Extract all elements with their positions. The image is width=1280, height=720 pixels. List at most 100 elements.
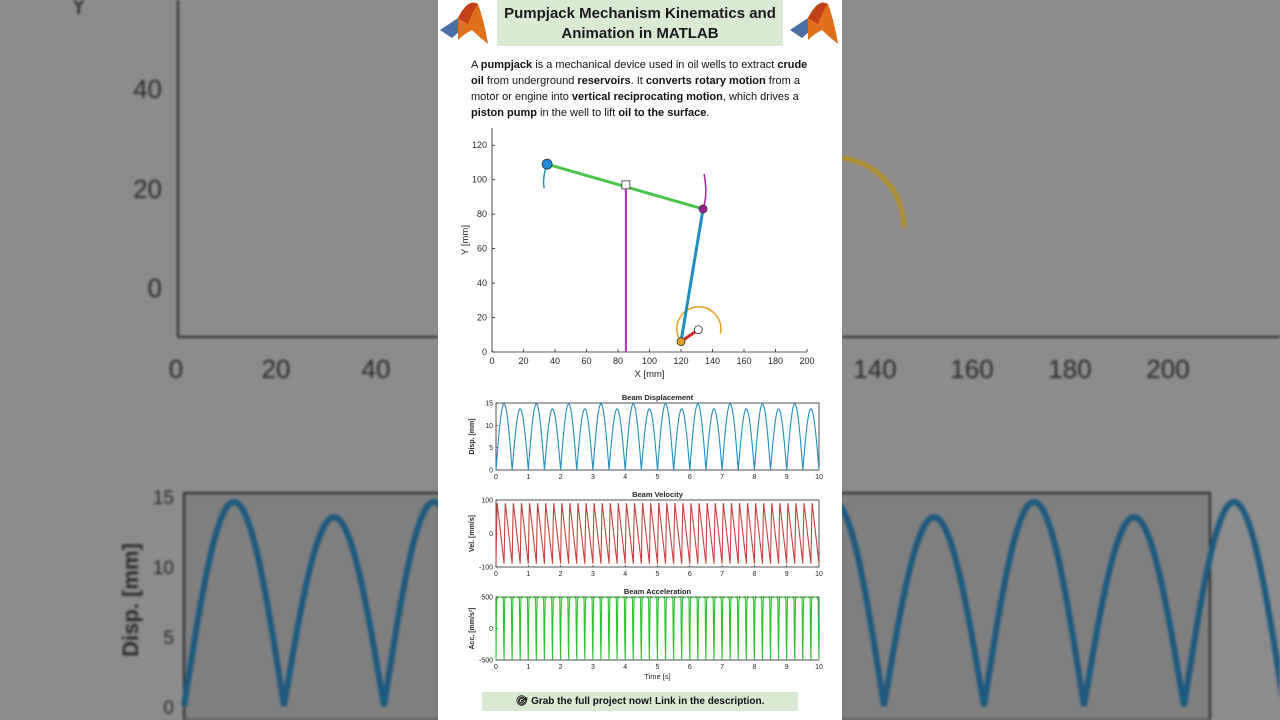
chart-x-tick-label: 1 — [526, 664, 530, 671]
chart-y-tick-label: 10 — [485, 423, 493, 430]
mech-y-tick-label: 120 — [472, 140, 487, 150]
backdrop-disp-tick-label: 10 — [153, 558, 174, 579]
intro-text: in the well to lift — [537, 107, 619, 119]
mech-x-label: X [mm] — [634, 369, 664, 380]
intro-keyword: oil to the surface — [618, 107, 707, 119]
chart-y-tick-label: 0 — [489, 626, 493, 633]
chart-title: Beam Acceleration — [624, 587, 692, 596]
backdrop-disp-tick-label: 5 — [163, 628, 174, 649]
backdrop-x-tick-label: 160 — [950, 354, 993, 384]
matlab-logo-right-icon — [790, 2, 838, 45]
chart-x-tick-label: 1 — [526, 571, 530, 578]
chart-x-tick-label: 3 — [591, 571, 595, 578]
mech-x-tick-label: 40 — [550, 356, 560, 366]
intro-keyword: converts rotary motion — [645, 75, 766, 87]
mech-y-tick-label: 40 — [477, 278, 487, 288]
intro-keyword: vertical reciprocating motion — [571, 91, 723, 103]
mech-x-tick-label: 180 — [768, 356, 783, 366]
chart-y-tick-label: -500 — [479, 658, 493, 665]
joint-crank-pin — [676, 337, 686, 347]
intro-text: A — [471, 59, 481, 71]
backdrop-y-letter: Y — [70, 0, 87, 20]
chart-title: Beam Velocity — [632, 490, 684, 499]
chart-x-tick-label: 7 — [720, 474, 724, 481]
chart-x-tick-label: 7 — [720, 664, 724, 671]
backdrop-y-tick-label: 40 — [133, 74, 162, 104]
chart-x-tick-label: 0 — [494, 571, 498, 578]
link-rod — [679, 208, 705, 342]
chart-x-tick-label: 2 — [559, 474, 563, 481]
intro-keyword: pumpjack — [480, 59, 533, 71]
chart-x-tick-label: 2 — [559, 664, 563, 671]
backdrop-x-tick-label: 40 — [362, 354, 391, 384]
mechanism-plot: 0 20 40 60 80 100 120 140 160 180 200 0 20 40 60 80 100 1… — [460, 128, 815, 380]
chart-x-tick-label: 4 — [623, 474, 627, 481]
chart-y-label: Vel. [mm/s] — [469, 515, 476, 552]
beam-end-trace — [702, 173, 707, 210]
title-line-2: Animation in MATLAB — [561, 25, 719, 42]
mech-x-tick-label: 80 — [613, 356, 623, 366]
mech-x-tick-label: 100 — [642, 356, 657, 366]
backdrop-x-tick-label: 140 — [853, 354, 896, 384]
chart-x-tick-label: 9 — [785, 571, 789, 578]
backdrop-x-tick-label: 20 — [262, 354, 291, 384]
chart-x-tick-label: 10 — [815, 571, 823, 578]
chart-series-line — [495, 596, 820, 661]
mech-x-tick-label: 160 — [736, 356, 751, 366]
chart-x-tick-label: 8 — [752, 664, 756, 671]
chart-x-tick-label: 6 — [688, 571, 692, 578]
chart-title: Beam Displacement — [622, 393, 694, 402]
chart-x-tick-label: 0 — [494, 474, 498, 481]
intro-keyword: reservoirs — [577, 75, 631, 87]
intro-text: , which drives a — [722, 91, 799, 103]
chart-x-label: Time [s] — [644, 672, 670, 681]
intro-text: . It — [630, 75, 646, 87]
mech-y-tick-label: 20 — [477, 313, 487, 323]
intro-paragraph: A pumpjack is a mechanical device used i… — [471, 57, 817, 121]
intro-text: from underground — [483, 75, 578, 87]
chart-frame — [495, 402, 820, 471]
chart-y-tick-label: 15 — [485, 401, 493, 408]
chart-x-tick-label: 9 — [785, 474, 789, 481]
intro-text: from a motor or engine into — [471, 75, 800, 103]
target-icon: 🎯︎ — [515, 696, 529, 707]
chart-x-tick-label: 10 — [815, 474, 823, 481]
intro-keyword: piston pump — [471, 107, 537, 119]
cta-text: Grab the full project now! Link in the d… — [531, 696, 765, 707]
chart-x-tick-label: 8 — [752, 571, 756, 578]
backdrop-x-tick-label: 200 — [1146, 354, 1189, 384]
chart-y-tick-label: 0 — [489, 468, 493, 475]
joint-horsehead — [541, 158, 553, 170]
chart-y-tick-label: 5 — [489, 445, 493, 452]
chart-x-tick-label: 4 — [623, 571, 627, 578]
mech-x-tick-label: 200 — [799, 356, 814, 366]
joint-crank-center — [693, 325, 703, 335]
mech-x-tick-label: 0 — [489, 356, 494, 366]
mech-y-label: Y [mm] — [460, 225, 471, 255]
chart-x-tick-label: 5 — [656, 664, 660, 671]
backdrop-disp-tick-label: 15 — [153, 488, 174, 509]
chart-x-tick-label: 3 — [591, 474, 595, 481]
chart-y-tick-label: 100 — [481, 498, 493, 505]
intro-text: . — [706, 107, 710, 119]
mech-y-tick-label: 60 — [477, 244, 487, 254]
chart-y-tick-label: 0 — [489, 531, 493, 538]
chart-x-tick-label: 4 — [623, 664, 627, 671]
chart-y-tick-label: -100 — [479, 565, 493, 572]
backdrop-y-tick-label: 20 — [133, 174, 162, 204]
chart-x-tick-label: 5 — [656, 474, 660, 481]
chart-x-tick-label: 2 — [559, 571, 563, 578]
intro-keyword: crude oil — [471, 59, 808, 87]
joint-beam-end — [698, 204, 708, 214]
mech-y-tick-label: 80 — [477, 209, 487, 219]
chart-x-tick-label: 10 — [815, 664, 823, 671]
mech-y-tick-label: 100 — [472, 175, 487, 185]
chart-x-tick-label: 1 — [526, 474, 530, 481]
cta-banner[interactable]: 🎯︎ Grab the full project now! Link in th… — [482, 692, 798, 711]
matlab-logo-left-icon — [440, 2, 488, 45]
mech-x-tick-label: 120 — [673, 356, 688, 366]
joint-pivot — [621, 180, 631, 190]
backdrop-y-tick-label: 0 — [148, 273, 162, 303]
intro-text: is a mechanical device used in oil wells… — [532, 59, 778, 71]
